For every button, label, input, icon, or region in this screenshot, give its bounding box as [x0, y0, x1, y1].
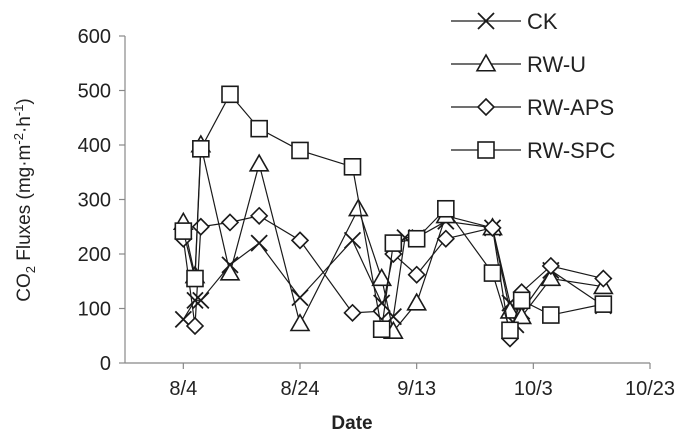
- legend-item-rw-spc: RW-SPC: [451, 138, 616, 163]
- data-point-rw-spc: [343, 158, 362, 176]
- data-point-rw-aps: [250, 206, 269, 225]
- legend-item-ck: CK: [451, 9, 558, 34]
- y-axis-title: CO2 Fluxes (mg·m-2·h-1): [11, 98, 38, 302]
- y-tick-label: 500: [78, 81, 111, 103]
- data-point-rw-aps: [541, 256, 560, 276]
- data-point-rw-aps: [436, 229, 455, 248]
- data-point-rw-u: [540, 267, 562, 287]
- legend-label: RW-SPC: [527, 138, 616, 163]
- x-axis-title: Date: [331, 413, 372, 434]
- data-point-rw-aps: [191, 217, 210, 236]
- series-line-rw-aps: [182, 215, 604, 339]
- data-point-rw-spc: [192, 140, 210, 158]
- x-tick-label: 10/3: [514, 378, 553, 400]
- data-point-rw-aps: [290, 231, 310, 250]
- data-point-rw-spc: [512, 291, 531, 310]
- data-point-ck: [186, 291, 204, 309]
- data-point-rw-u: [406, 292, 428, 311]
- series-line-rw-spc: [182, 93, 604, 333]
- legend-item-rw-aps: RW-APS: [451, 95, 614, 120]
- y-tick-label: 200: [78, 244, 111, 266]
- data-point-rw-u: [289, 313, 311, 332]
- data-point-rw-u: [219, 262, 241, 281]
- data-point-rw-spc: [372, 320, 391, 339]
- data-point-rw-spc: [291, 141, 309, 160]
- series-rw-spc: [174, 85, 613, 340]
- data-point-rw-u: [248, 153, 270, 172]
- x-tick-label: 9/13: [397, 378, 436, 400]
- data-point-rw-spc: [542, 306, 560, 324]
- data-point-rw-spc: [483, 264, 502, 282]
- y-tick-label: 600: [78, 26, 111, 48]
- legend: CK RW-U RW-APS RW-SPC: [451, 9, 616, 163]
- legend-label: RW-U: [527, 52, 586, 77]
- data-point-rw-aps: [343, 303, 362, 322]
- data-point-ck: [250, 234, 268, 252]
- data-point-rw-aps: [185, 316, 205, 336]
- legend-label: CK: [527, 9, 558, 34]
- data-point-rw-spc: [221, 85, 239, 104]
- legend-marker: [475, 53, 497, 72]
- data-point-rw-aps: [407, 265, 426, 284]
- data-point-rw-aps: [220, 213, 240, 232]
- data-point-rw-spc: [250, 119, 268, 138]
- x-tick-label: 8/4: [169, 378, 197, 400]
- data-point-rw-spc: [437, 199, 455, 218]
- legend-label: RW-APS: [527, 95, 614, 120]
- data-point-rw-spc: [186, 269, 204, 288]
- x-tick-label: 10/23: [625, 378, 675, 400]
- data-point-rw-u: [347, 198, 369, 217]
- data-point-rw-u: [511, 306, 533, 325]
- y-tick-label: 100: [78, 299, 111, 321]
- data-point-rw-spc: [384, 234, 403, 252]
- data-point-rw-aps: [594, 269, 613, 288]
- data-point-rw-spc: [594, 295, 613, 313]
- data-point-rw-aps: [483, 218, 502, 237]
- y-tick-label: 0: [100, 353, 111, 375]
- x-tick-label: 8/24: [281, 378, 320, 400]
- legend-marker: [476, 97, 496, 117]
- y-tick-label: 300: [78, 190, 111, 212]
- data-point-ck: [343, 231, 362, 250]
- data-point-rw-spc: [174, 222, 193, 240]
- data-point-ck: [192, 291, 210, 309]
- series-layer: [172, 85, 614, 348]
- data-point-rw-spc: [501, 321, 519, 340]
- data-point-rw-u: [371, 267, 393, 287]
- legend-marker: [477, 141, 495, 159]
- legend-marker: [477, 12, 495, 30]
- legend-item-rw-u: RW-U: [451, 52, 586, 77]
- y-tick-label: 400: [78, 135, 111, 157]
- data-point-rw-spc: [407, 229, 426, 248]
- axes: 0 100 200 300 400 500 600 8/4 8/24 9/13 10/3 10/23: [78, 26, 675, 400]
